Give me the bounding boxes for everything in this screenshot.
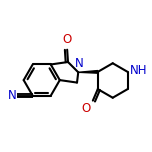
Text: N: N — [8, 89, 16, 102]
Text: NH: NH — [130, 64, 148, 77]
Text: O: O — [81, 102, 90, 115]
Polygon shape — [78, 71, 98, 73]
Text: O: O — [62, 33, 72, 46]
Text: N: N — [75, 57, 83, 70]
